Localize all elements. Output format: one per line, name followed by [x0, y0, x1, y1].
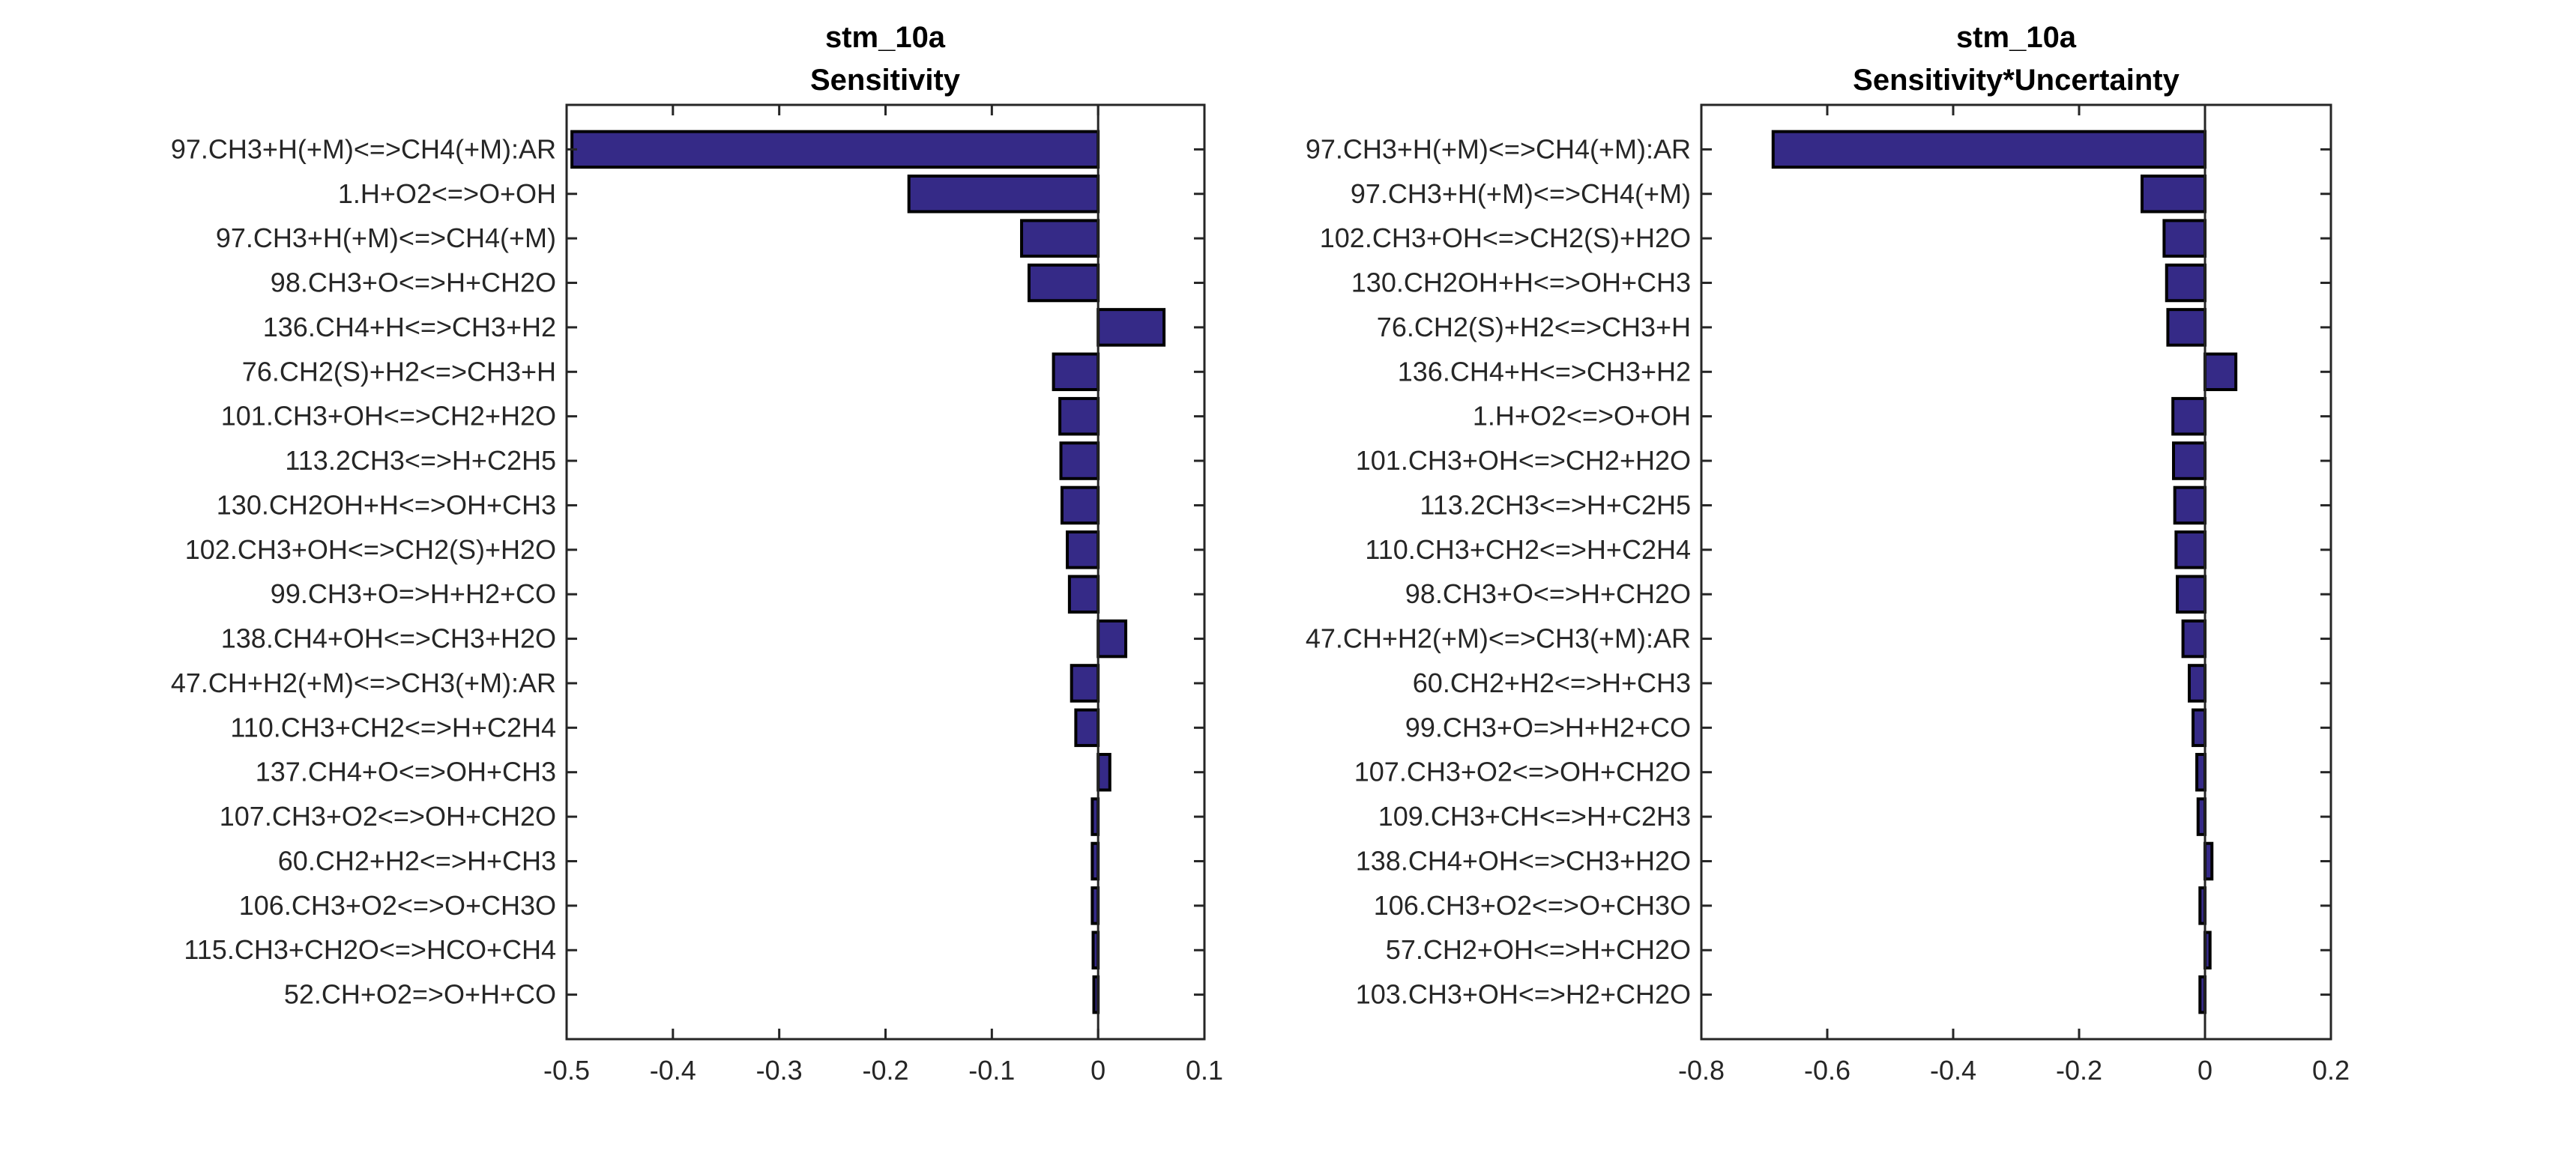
y-tick-label: 113.2CH3<=>H+C2H5 [1420, 489, 1691, 520]
y-tick-label: 138.CH4+OH<=>CH3+H2O [221, 623, 556, 654]
x-tick-label: 0 [2198, 1055, 2212, 1086]
bar [1097, 619, 1128, 659]
chart-title: stm_10a [1956, 21, 2077, 54]
bar [1052, 352, 1100, 392]
bar [1074, 708, 1100, 748]
bar [2141, 175, 2207, 214]
x-tick-label: -0.3 [756, 1055, 803, 1086]
bar [1097, 308, 1166, 347]
x-tick-label: -0.6 [1804, 1055, 1850, 1086]
chart-subtitle: Sensitivity*Uncertainty [1853, 64, 2180, 97]
y-tick-label: 97.CH3+H(+M)<=>CH4(+M) [216, 223, 556, 253]
x-tick-labels: -0.5 -0.4 -0.3 -0.2 -0.1 0 0.1 [543, 1055, 1223, 1086]
y-tick-label: 102.CH3+OH<=>CH2(S)+H2O [1320, 223, 1691, 253]
axes-box [1700, 103, 2332, 1041]
y-tick-label: 98.CH3+O<=>H+CH2O [1405, 578, 1691, 609]
y-tick-label: 107.CH3+O2<=>OH+CH2O [220, 801, 556, 832]
y-tick-label: 1.H+O2<=>O+OH [338, 178, 556, 209]
bar [2174, 530, 2207, 569]
bar [2171, 396, 2207, 436]
y-tick-label: 97.CH3+H(+M)<=>CH4(+M) [1351, 178, 1691, 209]
y-tick-labels: 97.CH3+H(+M)<=>CH4(+M):AR 97.CH3+H(+M)<=>… [1306, 133, 1691, 1009]
bar [1771, 130, 2207, 169]
chart-sensitivity-uncertainty: stm_10a Sensitivity*Uncertainty 97.CH3+H… [1306, 21, 2350, 1086]
y-tick-label: 130.CH2OH+H<=>OH+CH3 [217, 489, 556, 520]
y-tick-label: 60.CH2+H2<=>H+CH3 [278, 845, 556, 876]
bar [1059, 441, 1100, 480]
bar [1020, 219, 1100, 258]
y-tick-label: 102.CH3+OH<=>CH2(S)+H2O [185, 534, 556, 565]
y-tick-label: 115.CH3+CH2O<=>HCO+CH4 [184, 934, 556, 965]
y-tick-label: 138.CH4+OH<=>CH3+H2O [1356, 845, 1691, 876]
y-tick-label: 101.CH3+OH<=>CH2+H2O [1356, 445, 1691, 476]
y-tick-label: 130.CH2OH+H<=>OH+CH3 [1351, 267, 1691, 298]
y-tick-label: 99.CH3+O=>H+H2+CO [271, 578, 556, 609]
bar [1027, 263, 1100, 303]
x-tick-label: -0.5 [543, 1055, 590, 1086]
y-tick-label: 113.2CH3<=>H+C2H5 [285, 445, 556, 476]
bar [2162, 219, 2207, 258]
bar [907, 175, 1100, 214]
bar [2173, 485, 2207, 525]
x-tick-label: -0.4 [1930, 1055, 1976, 1086]
bar [1066, 530, 1100, 569]
bar [1060, 485, 1100, 525]
bar [570, 130, 1100, 169]
y-tick-label: 57.CH2+OH<=>H+CH2O [1386, 934, 1691, 965]
y-tick-label: 109.CH3+CH<=>H+C2H3 [1378, 801, 1691, 832]
y-tick-label: 47.CH+H2(+M)<=>CH3(+M):AR [171, 668, 556, 698]
y-tick-label: 136.CH4+H<=>CH3+H2 [263, 312, 556, 342]
x-tick-label: -0.2 [862, 1055, 908, 1086]
axes-box [565, 103, 1206, 1041]
bar [1070, 664, 1100, 703]
x-tick-label: 0.1 [1186, 1055, 1223, 1086]
bar [2165, 263, 2207, 303]
y-tick-label: 106.CH3+O2<=>O+CH3O [1374, 890, 1691, 921]
bar [2192, 708, 2207, 748]
bar [2195, 752, 2207, 792]
bar [2172, 441, 2207, 480]
y-tick-label: 98.CH3+O<=>H+CH2O [271, 267, 556, 298]
bar [1058, 396, 1100, 436]
y-tick-label: 47.CH+H2(+M)<=>CH3(+M):AR [1306, 623, 1691, 654]
x-tick-labels: -0.8 -0.6 -0.4 -0.2 0 0.2 [1678, 1055, 2350, 1086]
x-tick-label: -0.4 [650, 1055, 696, 1086]
y-tick-label: 76.CH2(S)+H2<=>CH3+H [1377, 312, 1691, 342]
bar [2188, 664, 2207, 703]
bar [2176, 575, 2207, 614]
bar [1067, 575, 1100, 614]
bar [2204, 352, 2238, 392]
x-tick-label: -0.1 [968, 1055, 1015, 1086]
bar [1097, 752, 1111, 792]
y-tick-label: 110.CH3+CH2<=>H+C2H4 [230, 712, 556, 742]
chart-sensitivity: stm_10a Sensitivity 97.CH3+H(+M)<=>CH4(+… [171, 21, 1223, 1086]
bar [2166, 308, 2207, 347]
y-tick-label: 97.CH3+H(+M)<=>CH4(+M):AR [1306, 133, 1691, 164]
y-tick-label: 99.CH3+O=>H+H2+CO [1405, 712, 1691, 742]
x-tick-label: 0 [1091, 1055, 1105, 1086]
bar [2181, 619, 2207, 659]
y-tick-label: 110.CH3+CH2<=>H+C2H4 [1365, 534, 1691, 565]
x-tick-label: 0.2 [2312, 1055, 2350, 1086]
y-tick-label: 101.CH3+OH<=>CH2+H2O [221, 401, 556, 432]
axes-frame [1700, 103, 2332, 1041]
y-tick-label: 106.CH3+O2<=>O+CH3O [239, 890, 556, 921]
y-tick-label: 103.CH3+OH<=>H2+CH2O [1356, 979, 1691, 1010]
y-tick-label: 60.CH2+H2<=>H+CH3 [1413, 668, 1691, 698]
y-tick-labels: 97.CH3+H(+M)<=>CH4(+M):AR 1.H+O2<=>O+OH 97… [171, 133, 556, 1009]
y-tick-label: 97.CH3+H(+M)<=>CH4(+M):AR [171, 133, 556, 164]
chart-subtitle: Sensitivity [810, 64, 961, 97]
y-tick-label: 136.CH4+H<=>CH3+H2 [1398, 356, 1691, 387]
y-tick-label: 52.CH+O2=>O+H+CO [284, 979, 556, 1010]
x-tick-label: -0.2 [2056, 1055, 2102, 1086]
y-tick-label: 107.CH3+O2<=>OH+CH2O [1354, 757, 1691, 787]
y-tick-label: 1.H+O2<=>O+OH [1473, 401, 1691, 432]
y-tick-label: 137.CH4+O<=>OH+CH3 [256, 757, 556, 787]
x-tick-label: -0.8 [1678, 1055, 1725, 1086]
chart-title: stm_10a [825, 21, 946, 54]
y-tick-label: 76.CH2(S)+H2<=>CH3+H [242, 356, 556, 387]
